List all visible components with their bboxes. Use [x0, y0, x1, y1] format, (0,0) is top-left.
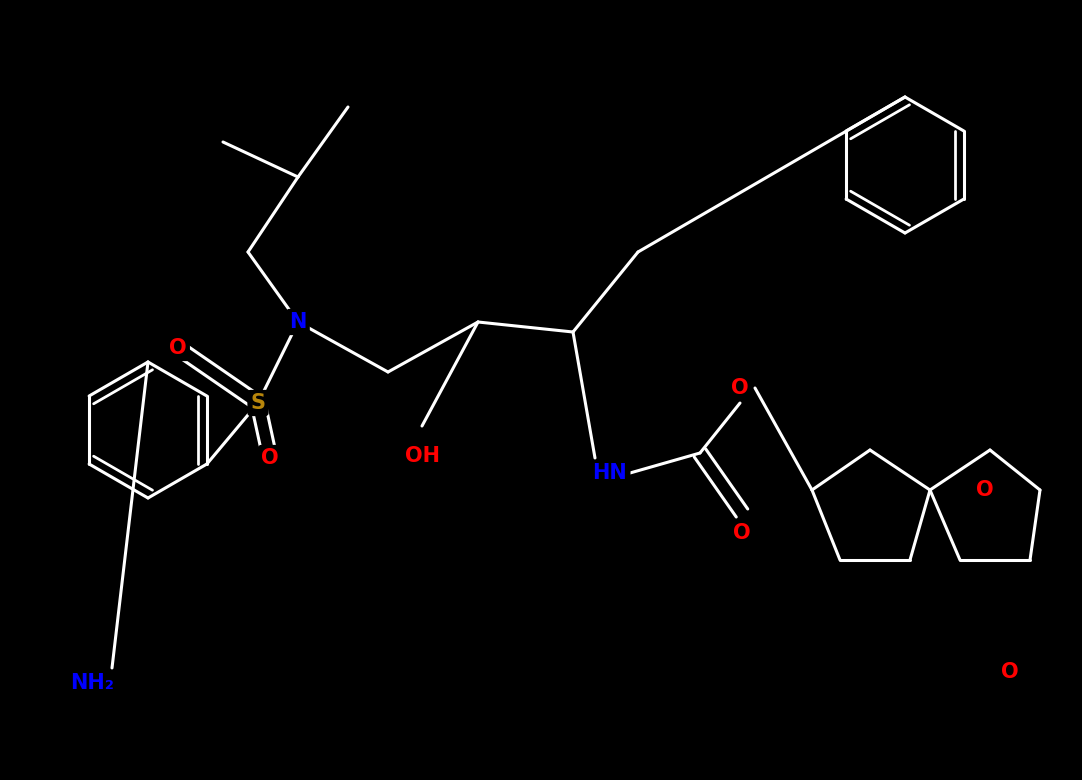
Text: O: O: [261, 448, 279, 468]
Text: HN: HN: [593, 463, 628, 483]
Text: O: O: [169, 338, 187, 358]
Text: O: O: [976, 480, 993, 500]
Text: NH₂: NH₂: [70, 673, 114, 693]
Text: S: S: [251, 393, 265, 413]
Text: O: O: [731, 378, 749, 398]
Text: N: N: [289, 312, 306, 332]
Text: O: O: [1001, 662, 1019, 682]
Text: O: O: [734, 523, 751, 543]
Text: OH: OH: [405, 446, 439, 466]
